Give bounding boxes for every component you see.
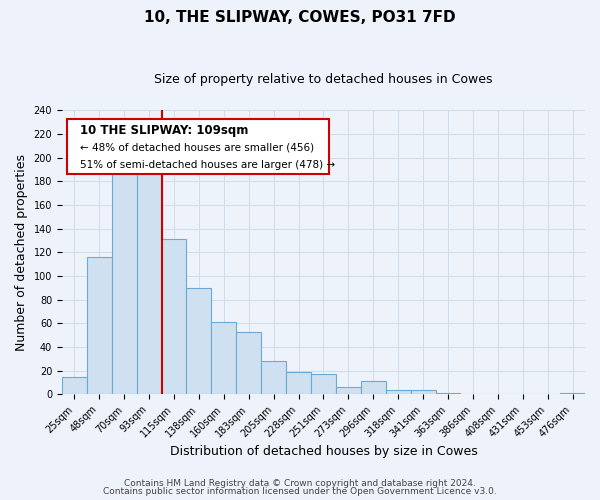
Bar: [336, 387, 361, 394]
Bar: [112, 160, 137, 394]
Bar: [87, 257, 112, 394]
Bar: [286, 372, 311, 394]
Bar: [410, 390, 436, 394]
Text: 10 THE SLIPWAY: 109sqm: 10 THE SLIPWAY: 109sqm: [80, 124, 248, 138]
Bar: [361, 382, 386, 394]
Bar: [386, 390, 410, 394]
Title: Size of property relative to detached houses in Cowes: Size of property relative to detached ho…: [154, 72, 493, 86]
Bar: [187, 288, 211, 395]
Y-axis label: Number of detached properties: Number of detached properties: [15, 154, 28, 351]
Bar: [560, 393, 585, 394]
Text: 51% of semi-detached houses are larger (478) →: 51% of semi-detached houses are larger (…: [80, 160, 335, 170]
Text: 10, THE SLIPWAY, COWES, PO31 7FD: 10, THE SLIPWAY, COWES, PO31 7FD: [144, 10, 456, 25]
Bar: [62, 376, 87, 394]
Text: Contains public sector information licensed under the Open Government Licence v3: Contains public sector information licen…: [103, 487, 497, 496]
Bar: [211, 322, 236, 394]
Bar: [161, 240, 187, 394]
Bar: [137, 167, 161, 394]
Bar: [436, 393, 460, 394]
Bar: [261, 361, 286, 394]
Text: ← 48% of detached houses are smaller (456): ← 48% of detached houses are smaller (45…: [80, 142, 314, 152]
Bar: [236, 332, 261, 394]
X-axis label: Distribution of detached houses by size in Cowes: Distribution of detached houses by size …: [170, 444, 478, 458]
Text: Contains HM Land Registry data © Crown copyright and database right 2024.: Contains HM Land Registry data © Crown c…: [124, 478, 476, 488]
FancyBboxPatch shape: [67, 119, 329, 174]
Bar: [311, 374, 336, 394]
